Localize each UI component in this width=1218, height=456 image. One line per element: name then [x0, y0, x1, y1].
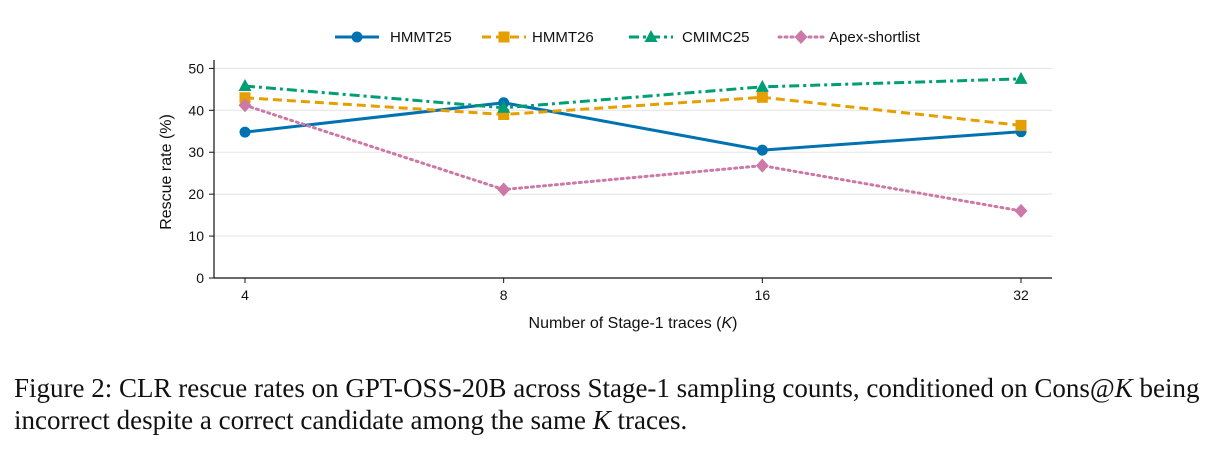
legend: HMMT25 HMMT26 CMIMC25 Apex-shortlist	[335, 29, 921, 46]
legend-label-hmmt25: HMMT25	[390, 29, 452, 46]
legend-item-hmmt25: HMMT25	[335, 29, 452, 46]
legend-label-hmmt26: HMMT26	[532, 29, 594, 46]
x-axis-label-suffix: )	[732, 315, 737, 332]
legend-item-apex-shortlist: Apex-shortlist	[777, 29, 921, 46]
x-axis-label-variable: K	[721, 315, 733, 332]
series-line-hmmt25	[244, 101, 1022, 152]
x-tick-label-32: 32	[1013, 287, 1029, 303]
caption-var-k-1: K	[1114, 373, 1133, 403]
point-hmmt26-8	[498, 109, 510, 120]
point-hmmt25-16	[756, 144, 768, 156]
point-cmimc25-4	[238, 78, 252, 91]
point-hmmt25-4	[239, 126, 251, 138]
legend-label-cmimc25: CMIMC25	[682, 29, 750, 46]
legend-marker-cmimc25	[644, 30, 658, 42]
legend-item-cmimc25: CMIMC25	[629, 29, 750, 46]
caption-var-k-2: K	[592, 405, 611, 435]
series-line-apex-shortlist	[243, 103, 1023, 213]
line-chart: HMMT25 HMMT26 CMIMC25 Apex-shortlist 0 10 20 3…	[158, 29, 1052, 332]
series-group	[238, 71, 1028, 218]
point-apex-shortlist-8	[497, 182, 511, 197]
series-apex-shortlist	[238, 98, 1028, 218]
caption-text-1: Figure 2: CLR rescue rates on GPT-OSS-20…	[14, 373, 1115, 403]
point-apex-shortlist-32	[1014, 203, 1028, 218]
point-cmimc25-16	[755, 79, 769, 92]
y-tick-label-10: 10	[188, 228, 204, 244]
y-axis-label: Rescue rate (%)	[158, 114, 175, 230]
y-tick-label-0: 0	[196, 270, 204, 286]
series-line-hmmt26	[244, 95, 1022, 127]
caption-text-3: traces.	[610, 405, 688, 435]
point-cmimc25-32	[1014, 71, 1028, 84]
series-hmmt26	[239, 91, 1027, 131]
y-tick-label-30: 30	[188, 144, 204, 160]
y-tick-label-50: 50	[188, 60, 204, 76]
axes: 0 10 20 30 40 50 4 8 16 32	[188, 60, 1052, 303]
x-axis-label-prefix: Number of Stage-1 traces (	[529, 315, 723, 332]
series-line-cmimc25	[244, 77, 1022, 110]
gridlines	[214, 67, 1052, 237]
legend-item-hmmt26: HMMT26	[482, 29, 594, 46]
point-hmmt26-4	[239, 92, 251, 104]
x-tick-label-16: 16	[755, 287, 771, 303]
point-cmimc25-8	[497, 100, 511, 113]
point-apex-shortlist-16	[755, 158, 769, 173]
x-tick-label-8: 8	[500, 287, 508, 303]
legend-label-apex-shortlist: Apex-shortlist	[829, 29, 921, 46]
figure-caption: Figure 2: CLR rescue rates on GPT-OSS-20…	[14, 372, 1210, 436]
point-apex-shortlist-4	[238, 98, 252, 113]
x-tick-label-4: 4	[241, 287, 249, 303]
legend-marker-hmmt25	[351, 31, 363, 43]
point-hmmt26-16	[756, 91, 768, 103]
x-axis-label: Number of Stage-1 traces (K)	[529, 315, 738, 332]
legend-marker-apex-shortlist	[794, 30, 808, 44]
point-hmmt26-32	[1015, 119, 1027, 131]
legend-marker-hmmt26	[498, 31, 510, 43]
y-tick-label-20: 20	[188, 186, 204, 202]
caption-text-2: being incorrect despite a correct candid…	[14, 373, 1200, 435]
y-tick-label-40: 40	[188, 102, 204, 118]
series-cmimc25	[238, 71, 1028, 113]
